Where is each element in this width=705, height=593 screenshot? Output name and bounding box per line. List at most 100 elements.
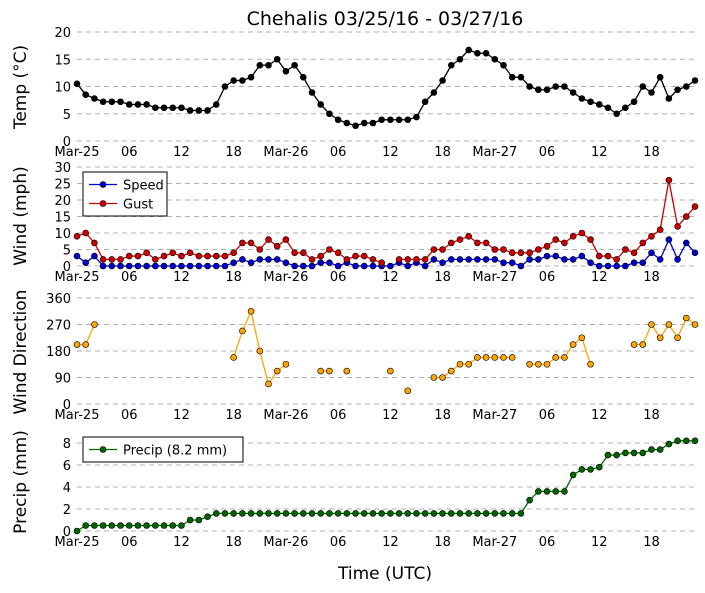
data-point	[378, 116, 385, 124]
data-point	[282, 236, 290, 243]
data-point	[134, 101, 142, 108]
series-gust	[73, 176, 699, 267]
data-point	[308, 256, 316, 263]
data-point	[456, 256, 464, 263]
data-point	[439, 374, 446, 381]
data-point	[648, 249, 655, 257]
data-point	[360, 510, 368, 517]
data-point	[108, 256, 116, 263]
data-point	[656, 256, 664, 263]
y-tick-label: 20	[54, 26, 71, 41]
data-point	[352, 122, 359, 130]
data-point	[256, 256, 264, 263]
data-point	[212, 510, 220, 517]
data-point	[125, 101, 133, 108]
data-point	[439, 246, 446, 253]
data-point	[456, 55, 464, 63]
series-segment	[659, 76, 670, 99]
y-tick-label: 8	[63, 437, 71, 452]
data-point	[91, 321, 98, 328]
data-point	[291, 61, 298, 69]
data-point	[387, 262, 394, 270]
data-point	[474, 256, 481, 263]
data-point	[352, 510, 359, 517]
data-point	[517, 262, 525, 270]
data-point	[265, 510, 272, 517]
data-point	[535, 86, 542, 94]
data-point	[195, 516, 203, 524]
x-tick-label: 06	[121, 535, 138, 550]
data-point	[404, 387, 412, 395]
data-point	[465, 510, 472, 517]
data-point	[265, 236, 272, 243]
panel-3: 0 90 180 270 360 Mar-25 06 12 18 Mar-26 06 12 18 Mar-…	[11, 290, 699, 423]
x-tick-label: Mar-25	[55, 535, 100, 550]
x-tick-label: 18	[225, 408, 242, 423]
data-point	[430, 374, 438, 381]
data-point	[221, 262, 229, 270]
x-tick-label: 06	[330, 408, 347, 423]
data-point	[648, 89, 655, 96]
data-point	[108, 98, 116, 106]
data-point	[73, 527, 81, 535]
series-temp	[73, 46, 699, 130]
data-point	[282, 67, 290, 75]
data-point	[404, 116, 412, 124]
data-point	[256, 347, 264, 355]
data-point	[656, 226, 664, 233]
data-point	[578, 252, 586, 260]
x-tick-label: 18	[225, 535, 242, 550]
data-point	[569, 89, 577, 96]
data-point	[256, 510, 264, 517]
series-precip	[73, 437, 699, 535]
data-point	[282, 510, 290, 517]
data-point	[291, 510, 298, 517]
x-tick-label: 06	[539, 408, 556, 423]
data-point	[317, 259, 325, 267]
series-speed	[73, 236, 699, 270]
data-point	[152, 104, 159, 112]
data-point	[282, 259, 290, 267]
data-point	[300, 249, 307, 257]
data-point	[587, 466, 594, 473]
data-point	[160, 262, 168, 270]
data-point	[247, 307, 255, 315]
x-tick-label: 18	[643, 408, 660, 423]
data-point	[552, 252, 560, 260]
series-direction	[73, 307, 699, 395]
data-point	[343, 367, 351, 375]
data-point	[595, 101, 603, 108]
y-tick-label: 30	[54, 161, 71, 176]
x-tick-label: 18	[643, 145, 660, 160]
data-point	[447, 61, 455, 69]
data-point	[282, 360, 290, 368]
x-axis-label: Time (UTC)	[337, 564, 432, 584]
y-tick-label: 20	[54, 194, 71, 209]
data-point	[630, 98, 638, 106]
x-tick-label: 12	[173, 270, 190, 285]
data-point	[160, 252, 168, 260]
data-point	[535, 256, 542, 263]
data-point	[369, 119, 377, 127]
data-point	[395, 256, 403, 263]
data-point	[300, 73, 307, 81]
data-point	[421, 262, 429, 270]
data-point	[665, 236, 673, 243]
data-point	[308, 510, 316, 517]
data-point	[108, 262, 116, 270]
data-point	[247, 239, 255, 247]
y-tick-label: 0	[63, 525, 71, 540]
data-point	[595, 262, 603, 270]
data-point	[665, 95, 673, 102]
data-point	[622, 262, 629, 270]
x-tick-label: 18	[225, 270, 242, 285]
data-point	[639, 83, 647, 90]
data-point	[239, 256, 246, 263]
data-point	[239, 510, 246, 517]
data-point	[186, 516, 194, 524]
x-tick-label: Mar-27	[472, 535, 517, 550]
x-tick-label: Mar-27	[472, 145, 517, 160]
x-tick-label: 18	[643, 535, 660, 550]
series-segment	[233, 330, 243, 358]
data-point	[125, 262, 133, 270]
